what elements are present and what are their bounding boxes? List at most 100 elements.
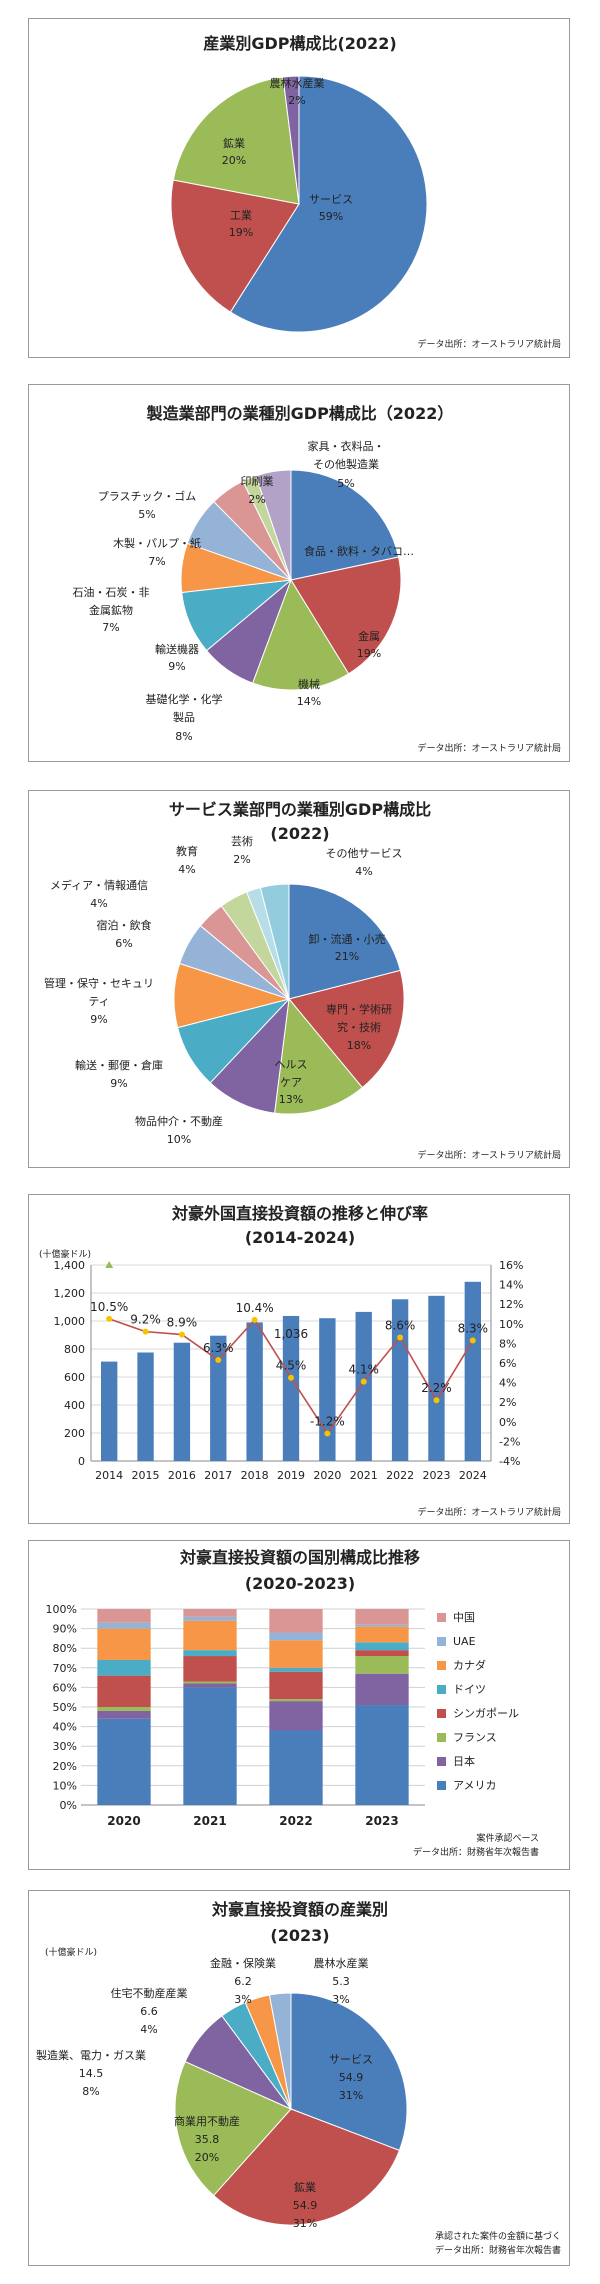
slice-value: 54.9 [293,2199,318,2212]
y2-tick-label: 16% [499,1259,523,1272]
slice-value: 35.8 [195,2133,220,2146]
growth-data-label: 10.4% [236,1301,274,1315]
chart-source: データ出所：オーストラリア統計局 [417,742,561,754]
growth-point [324,1430,331,1437]
y-tick-label: 800 [64,1343,85,1356]
pie-slice [282,75,300,205]
chart-title: 対豪外国直接投資額の推移と伸び率 [171,1204,428,1223]
stacked-bar-segment [269,1640,323,1668]
slice-value: 10% [167,1133,191,1146]
x-tick-label: 2023 [422,1469,450,1482]
growth-data-label: 4.1% [348,1363,379,1377]
slice-label: ティ [88,995,109,1008]
slice-pct: 31% [339,2089,363,2102]
pie-slice [290,1992,408,2152]
slice-label: 鉱業 [223,136,245,150]
y2-tick-label: 10% [499,1318,523,1331]
pie-slice [274,997,364,1115]
x-tick-label: 2023 [365,1814,398,1828]
legend-label: 中国 [453,1611,475,1624]
slice-label: 基礎化学・化学 [146,692,223,706]
bar [282,1315,300,1461]
y-tick-label: 10% [53,1779,77,1792]
y2-tick-label: 2% [499,1396,516,1409]
legend-label: フランス [453,1731,497,1744]
growth-point [433,1397,440,1404]
pie-slice [172,76,300,205]
legend-swatch [437,1685,446,1694]
growth-data-label: 8.6% [385,1319,416,1333]
legend-label: ドイツ [453,1683,486,1696]
slice-pct: 31% [293,2217,317,2230]
stacked-bar-segment [183,1656,237,1682]
stacked-bar-segment [269,1671,323,1700]
pie-slice [288,969,405,1089]
legend-label: カナダ [453,1658,486,1672]
slice-value: 6.6 [140,2005,158,2018]
stacked-bar-segment [97,1710,151,1719]
growth-point [288,1374,294,1381]
bar [137,1352,154,1461]
slice-value: 14% [297,695,321,708]
y-tick-label: 1,400 [54,1259,86,1272]
slice-value: 9% [90,1013,107,1026]
slice-label: 金属 [358,629,380,643]
stacked-bar-segment [183,1681,237,1684]
slice-value: 2% [248,493,265,506]
slice-value: 18% [347,1039,371,1052]
pie-slice [174,2060,292,2197]
stacked-bar-segment [97,1628,151,1660]
slice-label: 住宅不動産産業 [111,1986,188,2000]
chart-subtitle: (2014-2024) [245,1228,355,1247]
pie-slice [268,1992,292,2110]
slice-pct: 20% [195,2151,219,2164]
x-tick-label: 2017 [204,1469,232,1482]
chart-subtitle: (2023) [270,1926,329,1945]
stacked-bar-segment [355,1624,409,1627]
y-tick-label: 0 [78,1455,85,1468]
slice-label: メディア・情報通信 [50,878,148,892]
bar [355,1311,372,1461]
stacked-bar-segment [269,1632,323,1641]
stacked-bar-segment [269,1699,323,1702]
pie-slice [251,578,350,691]
pie-slice [290,469,400,581]
stacked-bar-segment [97,1609,151,1623]
slice-value: 4% [90,897,107,910]
slice-value: 6.2 [234,1975,252,1988]
slice-label: ケア [280,1076,302,1089]
stacked-bar-segment [355,1609,409,1625]
pie-slice [212,2108,401,2226]
x-tick-label: 2018 [241,1469,269,1482]
stacked-bar-segment [269,1609,323,1633]
slice-value: 2% [233,853,250,866]
y2-tick-label: 8% [499,1337,516,1350]
stacked-bar-segment [97,1659,151,1676]
growth-data-label: 8.9% [167,1316,198,1330]
chart-manufacturing: 製造業部門の業種別GDP構成比（2022） 食品・飲料・タバコ… 金属 19% 機械 1… [73,404,562,754]
growth-point [251,1316,258,1323]
chart-source: データ出所：オーストラリア統計局 [417,1149,561,1161]
slice-value: 5.3 [332,1975,350,1988]
growth-data-label: 6.3% [203,1341,234,1355]
x-tick-label: 2021 [193,1814,226,1828]
chart-source: データ出所：財務省年次報告書 [413,1846,539,1858]
growth-point [397,1334,404,1341]
chart-title: サービス業部門の業種別GDP構成比 [169,800,431,819]
bar-data-label: 1,036 [274,1327,308,1341]
slice-label: 究・技術 [337,1020,381,1034]
slice-value: 21% [335,950,359,963]
stacked-bar-segment [355,1650,409,1657]
slice-label: 工業 [230,209,252,222]
x-tick-label: 2015 [132,1469,160,1482]
pie-slice [288,883,401,1000]
stacked-bar-segment [183,1609,237,1617]
pie-slice [209,997,290,1114]
slice-value: 9% [168,660,185,673]
legend-label: 日本 [453,1754,475,1768]
slice-label: 農林水産業 [314,1956,369,1970]
x-tick-label: 2021 [350,1469,378,1482]
bar [101,1361,118,1461]
slice-value: 19% [357,647,381,660]
stacked-bar-segment [183,1683,237,1688]
